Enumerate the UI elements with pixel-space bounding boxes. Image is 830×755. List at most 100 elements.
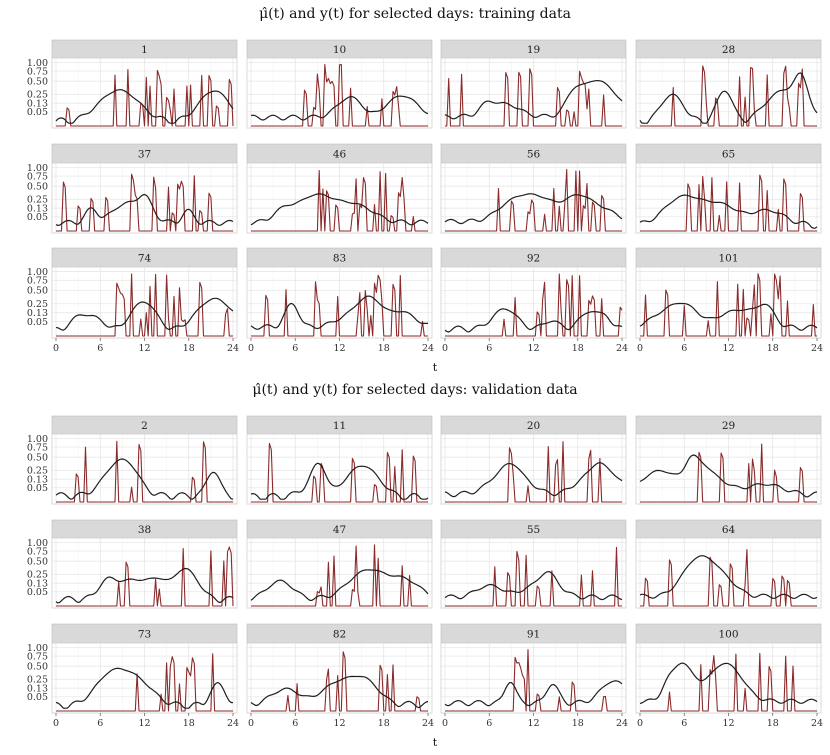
panel-29: 29 (635, 415, 822, 505)
y-tick-label: 0.25 (27, 194, 48, 205)
series-mu-line (55, 458, 234, 500)
panel-label: 64 (722, 524, 736, 536)
panel-19: 19 (440, 39, 627, 129)
series-mu-line (444, 80, 623, 120)
x-tick-label: 24 (227, 718, 239, 729)
series-mu-line (250, 193, 429, 226)
series-y-line (251, 544, 428, 607)
series-y-line (445, 649, 622, 712)
x-tick-label: 18 (572, 718, 584, 729)
x-tick-label: 18 (572, 343, 584, 354)
y-tick-label: 0.05 (27, 587, 48, 598)
x-tick-label: 24 (227, 343, 239, 354)
panel-11: 11 (246, 415, 433, 505)
x-tick-label: 6 (97, 718, 103, 729)
series-y-line (640, 443, 817, 503)
y-tick-label: 0.25 (27, 569, 48, 580)
panel-1: 1 1.000.750.50 0.250.130.05 (27, 39, 238, 129)
x-tick-label: 0 (442, 718, 448, 729)
panel-label: 100 (718, 629, 738, 641)
series-mu-line (639, 194, 818, 229)
y-tick-label: 0.50 (27, 76, 48, 87)
series-y-line (445, 273, 623, 337)
y-tick-label: 1.00 (27, 538, 48, 549)
series-y-line (251, 651, 428, 712)
panel-label: 74 (138, 253, 152, 265)
series-y-line (251, 170, 428, 232)
x-tick-label: 18 (767, 718, 779, 729)
y-tick-label: 1.00 (27, 643, 48, 654)
x-tick-label: 24 (422, 343, 434, 354)
y-tick-label: 0.75 (27, 546, 48, 557)
series-mu-line (639, 454, 818, 498)
x-tick-label: 6 (486, 718, 492, 729)
panel-label: 82 (333, 629, 346, 641)
x-tick-label: 0 (637, 718, 643, 729)
panel-label: 47 (333, 524, 346, 536)
x-axis-label: t (433, 361, 438, 374)
series-mu-line (444, 193, 623, 225)
y-tick-label: 0.25 (27, 465, 48, 476)
y-tick-label: 0.13 (27, 308, 48, 319)
series-mu-line (55, 89, 234, 124)
x-tick-label: 24 (422, 718, 434, 729)
panel-label: 46 (333, 149, 347, 161)
series-y-line (56, 273, 233, 337)
y-tick-label: 0.13 (27, 578, 48, 589)
series-y-line (56, 546, 234, 607)
panel-83: 83 0 6 12 18 24 (246, 247, 434, 354)
panel-label: 73 (138, 629, 151, 641)
panel-10: 10 (246, 39, 433, 129)
series-y-line (56, 173, 233, 232)
x-tick-label: 18 (183, 343, 195, 354)
series-mu-line (444, 462, 623, 498)
panel-label: 56 (527, 149, 541, 161)
series-y-line (251, 442, 428, 503)
gridlines (441, 434, 626, 504)
gridlines (52, 163, 237, 233)
panel-label: 92 (527, 253, 540, 265)
x-tick-label: 0 (53, 343, 59, 354)
series-y-line (640, 174, 817, 232)
y-tick-label: 0.50 (27, 661, 48, 672)
series-mu-line (250, 675, 429, 709)
chart-title: μ̂(t) and y(t) for selected days: traini… (259, 6, 571, 22)
panel-91: 91 0 6 12 18 24 (440, 623, 628, 729)
series-mu-line (55, 297, 234, 331)
y-tick-label: 0.05 (27, 212, 48, 223)
x-tick-label: 0 (248, 343, 254, 354)
panel-92: 92 0 6 12 18 24 (440, 247, 628, 354)
y-tick-label: 1.00 (27, 434, 48, 445)
panel-82: 82 0 6 12 18 24 (246, 623, 434, 729)
x-tick-label: 6 (486, 343, 492, 354)
series-y-line (640, 652, 817, 712)
panel-20: 20 (440, 415, 627, 505)
x-axis-label: t (433, 736, 438, 749)
y-tick-label: 0.50 (27, 452, 48, 463)
series-mu-line (55, 193, 234, 226)
x-tick-label: 18 (183, 718, 195, 729)
x-tick-label: 12 (527, 343, 539, 354)
series-y-line (640, 273, 817, 337)
series-mu-line (250, 95, 429, 121)
y-tick-label: 0.50 (27, 286, 48, 297)
y-tick-label: 1.00 (27, 267, 48, 278)
panel-73: 73 1.000.750.50 0.250.130.05 0 6 12 18 24 (27, 623, 239, 729)
panel-label: 1 (141, 44, 148, 56)
series-y-line (445, 168, 622, 232)
x-tick-label: 12 (138, 343, 150, 354)
series-y-line (56, 440, 233, 503)
panel-38: 38 1.000.750.50 0.250.130.05 (27, 519, 238, 609)
x-tick-label: 6 (292, 718, 298, 729)
panel-label: 10 (333, 44, 346, 56)
panel-2: 2 1.000.750.50 0.250.130.05 (27, 415, 238, 505)
x-tick-label: 12 (722, 718, 734, 729)
y-tick-label: 0.05 (27, 317, 48, 328)
y-tick-label: 0.75 (27, 66, 48, 77)
panel-46: 46 (246, 143, 433, 234)
y-tick-label: 0.05 (27, 107, 48, 118)
x-tick-label: 12 (138, 718, 150, 729)
panel-64: 64 (635, 519, 822, 609)
x-tick-label: 18 (378, 343, 390, 354)
